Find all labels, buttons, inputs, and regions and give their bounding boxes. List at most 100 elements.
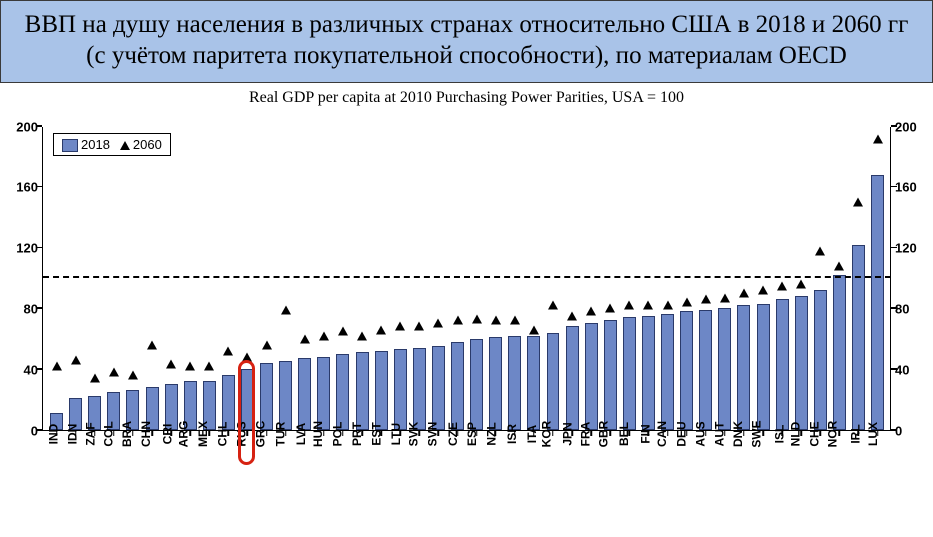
bar xyxy=(317,357,330,430)
bar xyxy=(642,316,655,430)
bar xyxy=(795,296,808,429)
marker-2060 xyxy=(204,361,214,370)
marker-2060 xyxy=(90,374,100,383)
xtick-label: LUX xyxy=(866,422,880,446)
marker-2060 xyxy=(529,325,539,334)
xtick-label: FRA xyxy=(579,421,593,446)
xtick-label: ISL xyxy=(773,424,787,443)
bar-slot: KOR xyxy=(543,127,562,430)
xtick-label: KOR xyxy=(540,420,554,447)
marker-2060 xyxy=(758,286,768,295)
xtick-label: GRC xyxy=(253,420,267,447)
bar-slot: BRA xyxy=(123,127,142,430)
bar-slot: CRI xyxy=(162,127,181,430)
bar-slot: JPN xyxy=(563,127,582,430)
xtick-label: PRT xyxy=(350,422,364,446)
ytick-mark xyxy=(36,125,42,127)
xtick-label: CZE xyxy=(446,422,460,446)
bar xyxy=(852,245,865,430)
bar xyxy=(470,339,483,430)
bar xyxy=(547,333,560,430)
bars-row: INDIDNZAFCOLBRACHNCRIARGMEXCHLRUSGRCTURL… xyxy=(43,127,891,430)
bar-slot: CHL xyxy=(219,127,238,430)
marker-2060 xyxy=(109,367,119,376)
ytick-mark xyxy=(36,368,42,370)
bar xyxy=(718,308,731,429)
marker-2060 xyxy=(643,301,653,310)
bar-slot: DNK xyxy=(734,127,753,430)
marker-2060 xyxy=(395,322,405,331)
bar-slot: SWE xyxy=(753,127,772,430)
bar-slot: CAN xyxy=(658,127,677,430)
marker-2060 xyxy=(376,325,386,334)
ytick-mark xyxy=(891,307,897,309)
ytick-label-left: 40 xyxy=(6,362,38,377)
bar-slot: CHN xyxy=(142,127,161,430)
xtick-label: AUT xyxy=(712,421,726,446)
xtick-label: AUS xyxy=(693,421,707,446)
marker-2060 xyxy=(720,293,730,302)
marker-2060 xyxy=(71,355,81,364)
bar xyxy=(737,305,750,429)
xtick-label: SWE xyxy=(749,420,763,447)
marker-2060 xyxy=(414,322,424,331)
marker-2060 xyxy=(682,298,692,307)
marker-2060 xyxy=(777,281,787,290)
bar-slot: SVK xyxy=(410,127,429,430)
ytick-mark xyxy=(36,307,42,309)
xtick-label: EST xyxy=(369,422,383,445)
bar xyxy=(661,314,674,429)
marker-2060 xyxy=(52,361,62,370)
ytick-mark xyxy=(36,247,42,249)
marker-2060 xyxy=(605,304,615,313)
xtick-label: SVK xyxy=(407,421,421,446)
chart-container: 2018 2060 INDIDNZAFCOLBRACHNCRIARGMEXCHL… xyxy=(0,107,933,487)
ytick-label-right: 160 xyxy=(895,180,927,195)
bar xyxy=(757,304,770,430)
ytick-label-left: 80 xyxy=(6,301,38,316)
bar-slot: MEX xyxy=(200,127,219,430)
bar-slot: PRT xyxy=(353,127,372,430)
xtick-label: POL xyxy=(331,421,345,446)
xtick-label: HUN xyxy=(311,421,325,447)
chart-subtitle: Real GDP per capita at 2010 Purchasing P… xyxy=(0,89,933,107)
xtick-label: ESP xyxy=(465,421,479,445)
bar xyxy=(279,361,292,429)
bar xyxy=(375,351,388,430)
bar xyxy=(298,358,311,429)
marker-2060 xyxy=(128,370,138,379)
bar xyxy=(814,290,827,429)
xtick-label: JPN xyxy=(560,422,574,445)
marker-2060 xyxy=(319,331,329,340)
ytick-label-right: 40 xyxy=(895,362,927,377)
bar-slot: AUT xyxy=(715,127,734,430)
header-banner: ВВП на душу населения в различных страна… xyxy=(0,0,933,83)
xtick-label: CRI xyxy=(161,423,175,444)
bar xyxy=(527,336,540,430)
xtick-label: CHE xyxy=(808,421,822,446)
bar xyxy=(566,326,579,429)
marker-2060 xyxy=(796,280,806,289)
xtick-label: DNK xyxy=(731,421,745,447)
bar-slot: DEU xyxy=(677,127,696,430)
marker-2060 xyxy=(223,346,233,355)
marker-2060 xyxy=(663,301,673,310)
marker-2060 xyxy=(147,340,157,349)
marker-2060 xyxy=(815,246,825,255)
xtick-label: CHN xyxy=(139,421,153,447)
marker-2060 xyxy=(739,289,749,298)
bar-slot: ARG xyxy=(181,127,200,430)
xtick-label: BRA xyxy=(120,421,134,447)
marker-2060 xyxy=(185,361,195,370)
xtick-label: TUR xyxy=(273,421,287,446)
xtick-label: FIN xyxy=(639,424,653,443)
marker-2060 xyxy=(701,295,711,304)
marker-2060 xyxy=(873,134,883,143)
bar-slot: BEL xyxy=(620,127,639,430)
xtick-label: IDN xyxy=(65,423,79,444)
bar xyxy=(585,323,598,429)
xtick-label: RUS xyxy=(235,421,249,446)
bar-slot: LVA xyxy=(295,127,314,430)
ytick-label-right: 80 xyxy=(895,301,927,316)
bar-slot: GBR xyxy=(601,127,620,430)
